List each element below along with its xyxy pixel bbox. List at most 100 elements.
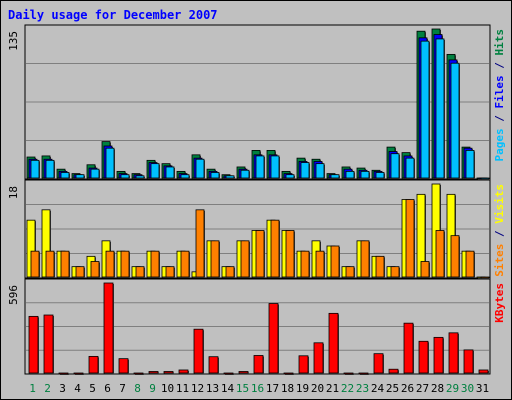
bar-pages-day-15 — [240, 169, 250, 179]
x-tick-label-day-17: 17 — [266, 382, 279, 395]
x-tick-label-day-9: 9 — [149, 382, 156, 395]
bar-kbytes-day-26 — [403, 322, 414, 374]
bar-sites-day-18 — [285, 230, 295, 278]
bar-kbytes-day-8 — [133, 372, 144, 375]
bar-pages-day-4 — [75, 174, 85, 179]
x-tick-label-day-29: 29 — [446, 382, 459, 395]
y-max-label-visits-sites: 18 — [7, 186, 20, 199]
bar-pages-day-30 — [465, 150, 475, 179]
bar-pages-day-21 — [330, 174, 340, 179]
legend-part: Files — [493, 75, 506, 108]
bar-pages-day-13 — [210, 172, 220, 179]
bar-sites-day-8 — [135, 266, 145, 278]
bar-sites-day-9 — [150, 250, 160, 278]
legend-part: Hits — [493, 29, 506, 56]
bar-pages-day-19 — [300, 162, 310, 179]
bar-kbytes-day-5 — [88, 355, 99, 374]
bar-pages-day-2 — [45, 159, 55, 179]
bar-sites-day-11 — [180, 250, 190, 278]
bar-kbytes-day-19 — [298, 355, 309, 374]
bar-sites-day-14 — [225, 266, 235, 278]
bar-kbytes-day-6 — [103, 282, 114, 374]
x-tick-label-day-18: 18 — [281, 382, 294, 395]
bar-sites-day-19 — [300, 250, 310, 278]
bar-kbytes-day-3-shadow — [60, 374, 69, 375]
bar-kbytes-day-10 — [163, 371, 174, 374]
bar-pages-day-8 — [135, 175, 145, 179]
bar-pages-day-22 — [345, 170, 355, 179]
bar-kbytes-day-15 — [238, 371, 249, 374]
bar-sites-day-25 — [390, 266, 400, 278]
bar-sites-day-3 — [60, 250, 70, 278]
x-tick-label-day-11: 11 — [176, 382, 189, 395]
bar-pages-day-29 — [450, 62, 460, 179]
bar-sites-day-5 — [90, 261, 100, 278]
x-tick-label-day-12: 12 — [191, 382, 204, 395]
x-tick-label-day-2: 2 — [44, 382, 51, 395]
bar-kbytes-day-18 — [283, 372, 294, 375]
bar-pages-day-7 — [120, 174, 130, 179]
x-tick-label-day-28: 28 — [431, 382, 444, 395]
bar-kbytes-day-31 — [478, 369, 489, 374]
bar-pages-day-3 — [60, 172, 70, 179]
x-tick-label-day-26: 26 — [401, 382, 414, 395]
legend-part: Visits — [493, 184, 506, 224]
bar-pages-day-11 — [180, 174, 190, 179]
bar-kbytes-day-9 — [148, 371, 159, 374]
bar-pages-day-10 — [165, 166, 175, 179]
x-tick-label-day-1: 1 — [29, 382, 36, 395]
bar-sites-day-10 — [165, 266, 175, 278]
bar-sites-day-22 — [345, 266, 355, 278]
bar-pages-day-25 — [390, 153, 400, 179]
bar-pages-day-9 — [150, 163, 160, 179]
bar-sites-day-24 — [375, 255, 385, 278]
bar-pages-day-17 — [270, 155, 280, 179]
bar-kbytes-day-4 — [73, 372, 84, 375]
legend-part: Pages — [493, 128, 506, 161]
bar-pages-day-5 — [90, 168, 100, 179]
legend-part: / — [493, 56, 506, 76]
legend-label-visits-sites: Sites / Visits — [493, 184, 506, 277]
bar-pages-day-28 — [435, 38, 445, 179]
bar-kbytes-day-21 — [328, 312, 339, 374]
bar-sites-day-27 — [420, 261, 430, 278]
bar-kbytes-day-8-shadow — [135, 374, 144, 375]
bar-pages-day-12 — [195, 158, 205, 179]
bar-sites-day-20 — [315, 250, 325, 278]
bar-kbytes-day-1 — [28, 315, 39, 374]
bar-sites-day-23 — [360, 240, 370, 278]
legend-label-hits-files-pages: Pages / Files / Hits — [493, 29, 506, 162]
bar-kbytes-day-24 — [373, 353, 384, 374]
x-tick-label-day-21: 21 — [326, 382, 339, 395]
bar-sites-day-15 — [240, 240, 250, 278]
bar-pages-day-23 — [360, 170, 370, 179]
x-tick-label-day-13: 13 — [206, 382, 219, 395]
bar-kbytes-day-11 — [178, 369, 189, 374]
bar-pages-day-27 — [420, 40, 430, 179]
x-tick-label-day-15: 15 — [236, 382, 249, 395]
x-tick-label-day-8: 8 — [134, 382, 141, 395]
bar-pages-day-14 — [225, 175, 235, 179]
bar-pages-day-18 — [285, 174, 295, 179]
x-tick-label-day-7: 7 — [119, 382, 126, 395]
bar-kbytes-day-14 — [223, 372, 234, 375]
bar-sites-day-7 — [120, 250, 130, 278]
bar-sites-day-31 — [480, 276, 490, 279]
bar-kbytes-day-17 — [268, 303, 279, 374]
x-tick-label-day-10: 10 — [161, 382, 174, 395]
x-tick-label-day-16: 16 — [251, 382, 264, 395]
bar-pages-day-24 — [375, 172, 385, 179]
x-tick-label-day-5: 5 — [89, 382, 96, 395]
x-tick-label-day-22: 22 — [341, 382, 354, 395]
bar-pages-day-31 — [480, 177, 490, 180]
bar-kbytes-day-18-shadow — [285, 374, 294, 375]
bar-sites-day-31-shadow — [482, 278, 490, 279]
bar-sites-day-28 — [435, 230, 445, 278]
bar-sites-day-12 — [195, 209, 205, 278]
bar-kbytes-day-22 — [343, 372, 354, 375]
bar-kbytes-day-16 — [253, 355, 264, 374]
x-tick-label-day-25: 25 — [386, 382, 399, 395]
x-tick-label-day-23: 23 — [356, 382, 369, 395]
